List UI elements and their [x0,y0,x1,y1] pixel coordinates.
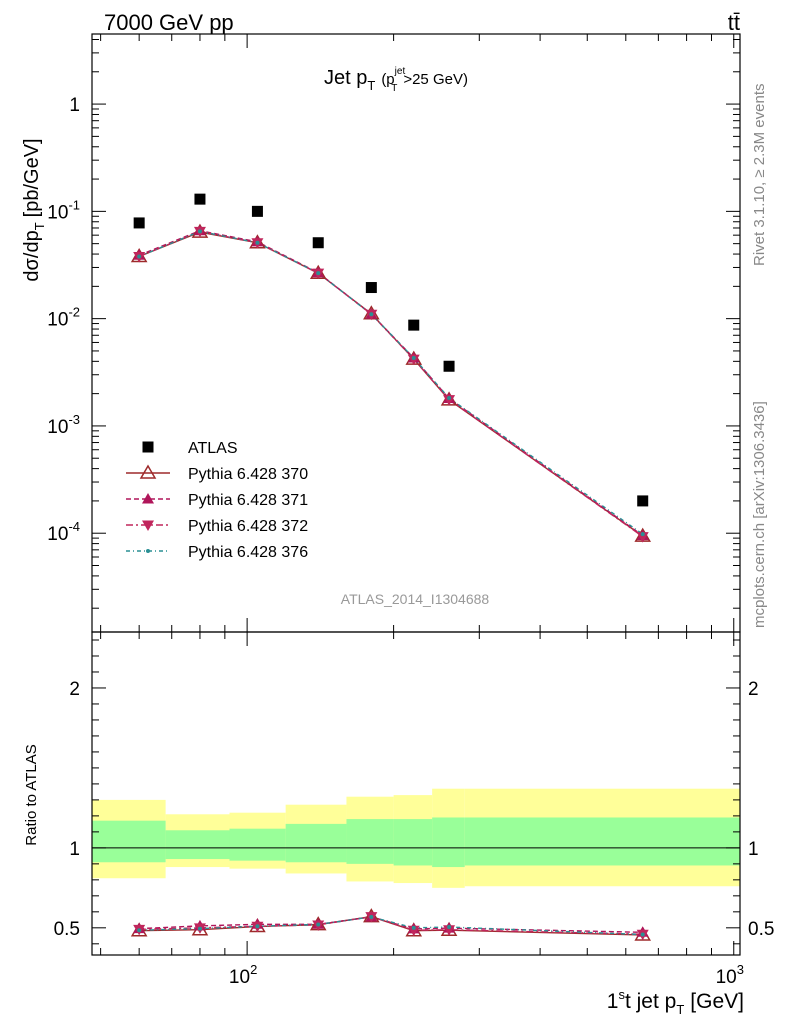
x-tick-label: 102 [229,962,257,988]
analysis-watermark: ATLAS_2014_I1304688 [341,591,490,607]
y-tick-label: 10-3 [47,412,80,438]
ratio-tick-label-left: 0.5 [54,919,80,940]
main-line-2 [138,229,644,537]
main-line-4 [138,230,644,535]
main-line-1 [138,231,644,537]
ratio-point-s2-6 [443,925,456,936]
main-point-s0-0 [133,217,145,229]
y-tick-label: 1 [69,95,80,116]
main-point-s0-6 [443,360,455,372]
ratio-point-s2-5 [407,925,420,937]
main-point-s0-7 [637,495,649,507]
legend-marker-3 [142,520,154,531]
ratio-line-1 [139,916,643,933]
legend: ATLAS Pythia 6.428 370 Pythia 6.428 371 Pyt… [126,440,308,561]
y-tick-label: 10-4 [47,519,80,545]
ratio-tick-label-left: 2 [69,679,80,700]
ratio-tick-label-right: 0.5 [748,919,774,940]
series-markers [130,193,652,941]
main-point-s4-2 [255,240,260,245]
band-inner-6 [432,817,465,868]
series-lines [138,229,644,936]
ratio-point-s3-5 [411,925,416,930]
main-point-s0-5 [408,319,420,331]
legend-marker-1 [139,464,157,479]
band-inner-0 [92,820,166,863]
main-line-3 [138,230,644,538]
main-point-s4-3 [316,271,321,276]
ratio-tick-label-right: 2 [748,679,759,700]
legend-label-3: Pythia 6.428 372 [188,518,308,535]
ratio-point-s3-4 [369,914,374,919]
ratio-point-s3-3 [316,922,321,927]
main-point-s3-6 [443,395,456,406]
main-point-s4-4 [369,312,374,317]
ratio-line-3 [139,916,643,936]
axes-frames [91,33,741,956]
legend-label-1: Pythia 6.428 370 [188,466,308,483]
main-point-s4-6 [447,396,452,401]
y-tick-label: 10-1 [47,197,80,223]
rivet-version-label: Rivet 3.1.10, ≥ 2.3M events [751,84,768,267]
legend-label-4: Pythia 6.428 376 [188,544,308,561]
band-inner-4 [346,819,394,864]
ratio-uncertainty-bands [92,788,740,888]
process-label: tt̄ [728,10,740,35]
axis-ticks: 102 103 10-4 10-3 10-2 10-1 1 0.5 0.5 1 1 2 2 [47,34,774,988]
legend-marker-2 [142,493,154,504]
main-point-s0-1 [194,193,206,205]
ratio-point-s3-6 [447,925,452,930]
ratio-point-s3-1 [197,926,202,931]
main-point-s3-7 [636,532,649,543]
ratio-point-s3-2 [255,924,260,929]
y-tick-label: 10-2 [47,305,80,331]
main-point-s0-4 [365,282,377,294]
main-point-s4-7 [640,532,645,537]
band-inner-1 [165,830,230,860]
legend-label-0: ATLAS [188,440,238,457]
band-inner-5 [393,819,433,866]
legend-marker-0 [142,441,154,453]
main-point-s4-1 [197,229,202,234]
main-point-s0-3 [312,237,324,249]
band-inner-2 [229,828,286,861]
ratio-y-axis-label: Ratio to ATLAS [23,744,40,845]
band-inner-7 [464,817,740,866]
ratio-point-s3-7 [640,932,645,937]
x-axis-label: 1st jet pT [GeV] [607,987,744,1017]
main-point-s4-0 [137,254,142,259]
energy-label: 7000 GeV pp [104,10,234,35]
ratio-tick-label-left: 1 [69,839,80,860]
mcplots-label: mcplots.cern.ch [arXiv:1306.3436] [751,401,768,628]
main-plot-title: Jet pT (pjet T>25 GeV) [324,66,468,94]
main-point-s0-2 [251,205,263,217]
main-point-s4-5 [411,355,416,360]
ratio-plot-frame [91,631,741,956]
legend-marker-4 [146,549,150,553]
ratio-tick-label-right: 1 [748,839,759,860]
main-y-axis-label: dσ/dpT[pb/GeV] [21,138,47,281]
ratio-point-s3-0 [137,928,142,933]
x-tick-label: 103 [716,962,744,988]
band-inner-3 [285,823,347,863]
legend-label-2: Pythia 6.428 371 [188,492,308,509]
